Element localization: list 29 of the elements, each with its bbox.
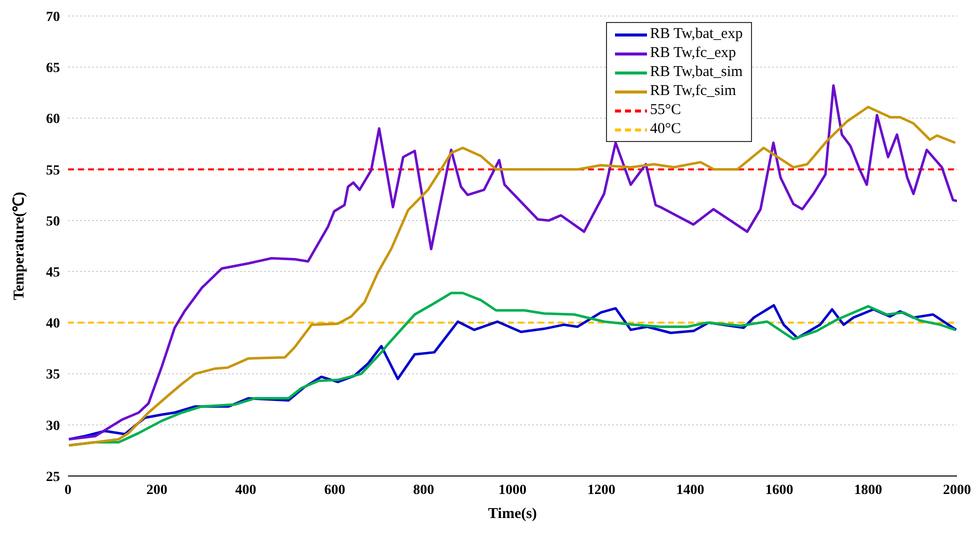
legend-label: RB Tw,fc_exp <box>650 45 736 62</box>
x-tick-label: 1800 <box>854 482 882 498</box>
y-tick-label: 60 <box>46 112 60 128</box>
x-tick-label: 1000 <box>498 482 526 498</box>
x-tick-label: 400 <box>235 482 256 498</box>
y-tick-label: 70 <box>46 10 60 25</box>
x-tick-label: 600 <box>324 482 346 498</box>
x-tick-label: 2000 <box>943 482 971 498</box>
legend-label: 40°C <box>650 121 682 138</box>
y-tick-label: 30 <box>46 418 60 434</box>
legend-label: 55°C <box>650 102 682 119</box>
x-axis-title: Time(s) <box>488 506 537 522</box>
legend-label: RB Tw,fc_sim <box>650 83 736 100</box>
x-tick-label: 1600 <box>765 482 794 498</box>
y-tick-label: 25 <box>46 470 60 485</box>
y-tick-label: 65 <box>46 61 60 76</box>
x-tick-label: 200 <box>146 482 168 498</box>
legend-label: RB Tw,bat_exp <box>650 26 743 43</box>
x-tick-label: 800 <box>413 482 434 498</box>
y-tick-label: 50 <box>46 214 60 230</box>
legend-label: RB Tw,bat_sim <box>650 64 743 81</box>
y-tick-label: 45 <box>46 266 60 281</box>
x-tick-label: 1400 <box>676 482 704 498</box>
x-tick-label: 1200 <box>587 482 616 498</box>
y-tick-label: 35 <box>46 368 60 383</box>
y-axis-title: Temperature(℃) <box>11 192 28 300</box>
x-tick-label: 0 <box>64 482 72 498</box>
y-tick-label: 55 <box>46 163 60 178</box>
y-tick-label: 40 <box>46 316 60 332</box>
